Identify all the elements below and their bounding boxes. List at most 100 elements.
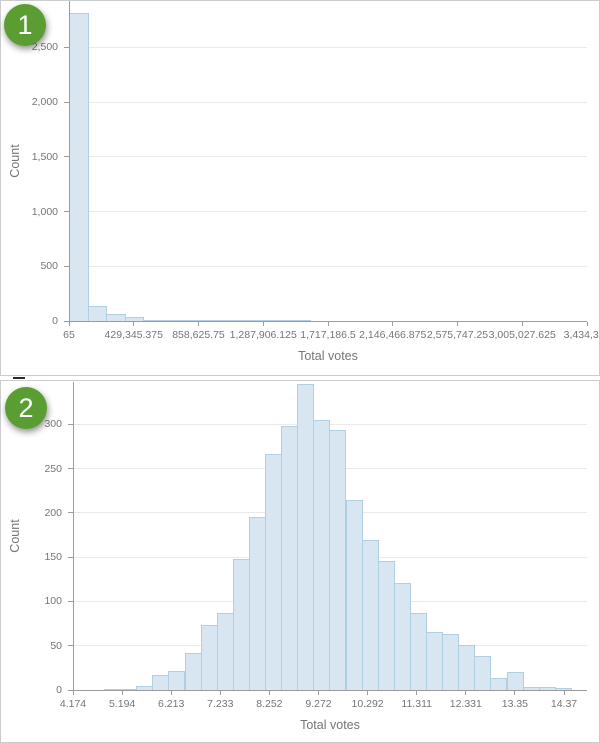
x-tick-mark [133, 322, 135, 326]
step-1-badge: 1 [4, 4, 46, 46]
histogram-bar [442, 634, 460, 690]
y-gridline [69, 101, 587, 103]
x-tick-mark [68, 322, 70, 326]
x-tick-label: 3,434,308 [563, 329, 599, 341]
x-tick-mark [318, 691, 319, 695]
x-tick-label: 1,287,906.125 [229, 329, 297, 341]
x-tick-label: 2,146,466.875 [359, 329, 427, 341]
histogram-bar [506, 672, 524, 690]
chart-1-panel: 0 500 1,000 1,500 2,000 2,500 65 429,345.375 858… [0, 0, 600, 376]
x-tick-label: 13.35 [501, 698, 529, 710]
histogram-bar [554, 688, 572, 690]
y-tick-mark [64, 320, 69, 322]
histogram-bar [265, 453, 283, 690]
x-tick-mark [198, 322, 199, 326]
x-tick-label: 4.174 [59, 698, 87, 710]
x-tick-mark [392, 322, 394, 326]
y-tick-mark [68, 512, 73, 514]
y-tick-mark [68, 645, 73, 647]
histogram-bar [426, 632, 444, 690]
histogram-bar [490, 677, 508, 690]
x-tick-mark [416, 691, 418, 695]
x-tick-mark [268, 691, 270, 695]
x-axis-line [69, 321, 587, 322]
histogram-bar [409, 613, 427, 690]
y-tick-label: 500 [40, 260, 58, 273]
histogram-bar [458, 644, 476, 690]
histogram-bar [87, 305, 107, 321]
y-axis-title: Count [8, 144, 22, 178]
histogram-bar [297, 383, 315, 690]
x-tick-mark [262, 322, 264, 326]
y-tick-label: 0 [52, 315, 58, 327]
x-tick-mark [586, 322, 588, 326]
histogram-bar [361, 539, 379, 690]
y-tick-label: 50 [50, 639, 62, 652]
step-2-badge: 2 [5, 387, 47, 429]
x-tick-mark [327, 322, 329, 326]
stray-mark [13, 377, 25, 379]
x-tick-label: 10.292 [351, 698, 384, 710]
y-tick-mark [68, 600, 73, 602]
histogram-bar [184, 652, 202, 690]
histogram-bar [216, 613, 234, 690]
x-tick-label: 14.37 [550, 698, 578, 710]
x-tick-label: 8.252 [256, 698, 283, 710]
x-tick-label: 11.311 [401, 698, 432, 710]
y-tick-label: 100 [44, 595, 62, 608]
x-tick-label: 858,625.75 [172, 329, 225, 341]
y-gridline [69, 265, 587, 267]
x-tick-label: 12.331 [449, 698, 482, 710]
chart-2-panel: 0 50 100 150 200 250 300 4.174 5.194 6.213 7.233 8.… [0, 380, 600, 743]
y-tick-label: 0 [56, 684, 62, 696]
y-tick-mark [68, 423, 73, 425]
y-tick-label: 2,000 [31, 96, 58, 109]
histogram-bar [168, 670, 186, 690]
histogram-bar [200, 625, 218, 690]
histogram-bar [345, 499, 363, 690]
histogram-bar [474, 656, 492, 690]
x-tick-label: 65 [63, 329, 75, 341]
y-tick-mark [64, 265, 69, 267]
histogram-bar [329, 429, 347, 690]
x-tick-mark [563, 691, 565, 695]
y-tick-mark [68, 556, 73, 558]
x-tick-mark [521, 322, 523, 326]
x-tick-label: 6.213 [158, 698, 185, 710]
x-tick-mark [465, 691, 467, 695]
x-tick-label: 1,717,186.5 [300, 329, 356, 341]
x-tick-mark [121, 691, 123, 695]
histogram-bar [124, 317, 144, 321]
x-axis-title: Total votes [300, 718, 360, 732]
y-tick-label: 1,000 [31, 205, 58, 218]
x-tick-label: 2,575,747.25 [426, 329, 489, 341]
y-tick-mark [64, 156, 69, 158]
x-tick-label: 9.272 [305, 698, 332, 710]
histogram-bar [313, 420, 331, 690]
y-gridline [69, 46, 587, 48]
y-axis-line [73, 382, 74, 691]
y-gridline [69, 211, 587, 213]
y-tick-label: 150 [44, 551, 62, 564]
y-tick-label: 200 [44, 506, 62, 519]
x-tick-label: 7.233 [207, 698, 234, 710]
x-tick-label: 429,345.375 [104, 329, 163, 341]
x-tick-label: 5.194 [108, 698, 136, 710]
y-tick-mark [68, 468, 73, 470]
plot-area: 0 500 1,000 1,500 2,000 2,500 65 429,345.375 858… [8, 1, 599, 363]
y-tick-label: 300 [44, 418, 62, 431]
histogram-bar [281, 426, 299, 690]
y-axis-line [69, 1, 70, 322]
histogram-bar [377, 560, 395, 690]
histogram-bar [393, 582, 411, 690]
x-tick-label: 3,005,027.625 [488, 329, 556, 341]
histogram-bar [232, 559, 250, 690]
x-tick-mark [514, 691, 516, 695]
x-axis-line [73, 690, 587, 691]
y-tick-mark [64, 46, 69, 48]
y-tick-label: 1,500 [31, 150, 58, 163]
y-tick-mark [68, 689, 73, 691]
x-tick-mark [219, 691, 221, 695]
plot-area: 0 50 100 150 200 250 300 4.174 5.194 6.213 7.233 8.… [8, 382, 587, 732]
